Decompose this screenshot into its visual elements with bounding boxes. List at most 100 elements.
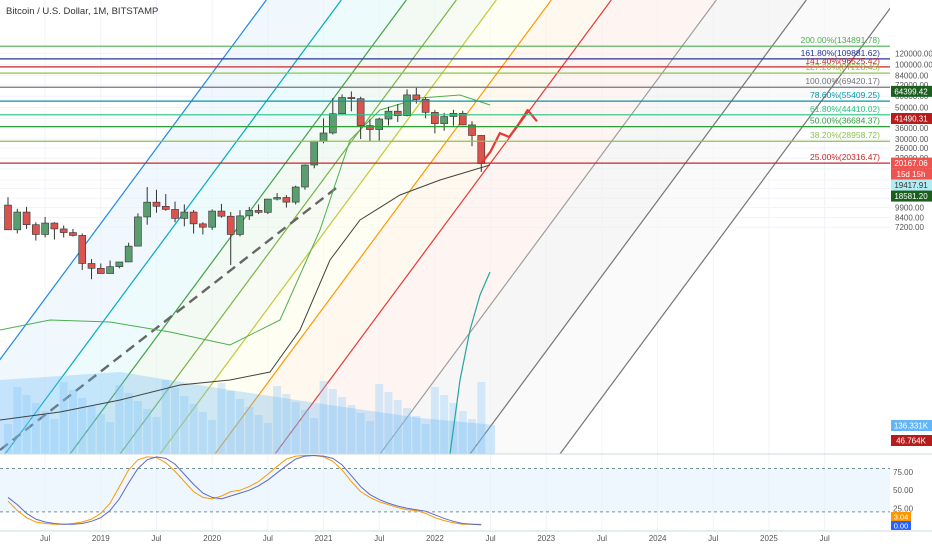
band-lower bbox=[449, 271, 491, 454]
fan-line bbox=[214, 0, 552, 454]
candle[interactable] bbox=[41, 216, 49, 238]
candle[interactable] bbox=[78, 233, 87, 271]
candle-body-down bbox=[254, 210, 263, 213]
price-badge-text: 18581.20 bbox=[894, 192, 928, 201]
volume-bar bbox=[421, 424, 430, 454]
fan-line bbox=[159, 0, 497, 454]
volume-bar bbox=[282, 394, 291, 454]
time-tick-label: Jul bbox=[263, 534, 273, 543]
price-badge bbox=[891, 85, 932, 97]
time-tick-label: 2019 bbox=[92, 534, 110, 543]
candle[interactable] bbox=[50, 222, 59, 240]
candle[interactable] bbox=[366, 119, 374, 142]
candle[interactable] bbox=[468, 121, 476, 147]
candle[interactable] bbox=[189, 210, 198, 234]
fib-label: 50.00%(36684.37) bbox=[810, 116, 880, 126]
candle[interactable] bbox=[161, 194, 170, 211]
time-tick-label: 2025 bbox=[760, 534, 778, 543]
volume-bar bbox=[152, 417, 161, 454]
volume-bar bbox=[133, 401, 142, 454]
candle[interactable] bbox=[69, 228, 77, 237]
volume-bar bbox=[347, 405, 356, 454]
candle[interactable] bbox=[22, 206, 31, 229]
candle[interactable] bbox=[143, 187, 151, 225]
time-axis[interactable]: Jul 2019 Jul 2020 Jul 2021 Jul 2022 Jul 2023 Jul 20… bbox=[0, 530, 932, 543]
price-badge-text: 64399.42 bbox=[894, 87, 928, 96]
candle[interactable] bbox=[310, 140, 319, 169]
time-tick-label: Jul bbox=[820, 534, 830, 543]
fan-band bbox=[120, 0, 497, 454]
oscillator-band bbox=[0, 468, 890, 512]
candle[interactable] bbox=[208, 209, 216, 230]
candle[interactable] bbox=[217, 203, 226, 218]
candle[interactable] bbox=[152, 189, 161, 213]
candle[interactable] bbox=[440, 112, 448, 131]
candle[interactable] bbox=[32, 222, 40, 241]
time-tick-label: Jul bbox=[708, 534, 718, 543]
candle[interactable] bbox=[245, 206, 254, 220]
candle[interactable] bbox=[338, 94, 346, 115]
candle[interactable] bbox=[106, 260, 114, 274]
candle[interactable] bbox=[282, 195, 291, 208]
candle[interactable] bbox=[375, 117, 384, 141]
candle[interactable] bbox=[180, 204, 189, 227]
price-tick-label: 26000.00 bbox=[895, 144, 929, 153]
volume-bar bbox=[403, 408, 412, 454]
fan-band bbox=[275, 0, 717, 454]
candle[interactable] bbox=[226, 212, 235, 266]
band-basis bbox=[0, 164, 491, 421]
candle[interactable] bbox=[199, 222, 207, 235]
candle-body-down bbox=[217, 210, 226, 217]
volume-bar bbox=[365, 421, 374, 454]
price-badge bbox=[891, 168, 932, 180]
candle-body-up bbox=[115, 261, 124, 267]
candle[interactable] bbox=[264, 198, 272, 215]
volume-bar bbox=[96, 414, 105, 454]
candle[interactable] bbox=[115, 261, 124, 269]
volume-bar bbox=[393, 400, 402, 454]
candle[interactable] bbox=[13, 208, 22, 234]
candle[interactable] bbox=[328, 98, 337, 135]
candle[interactable] bbox=[431, 110, 439, 134]
time-tick-label: 2024 bbox=[649, 534, 667, 543]
oscillator-line bbox=[7, 454, 482, 526]
candle-body-down bbox=[431, 112, 439, 124]
fib-label: 127.20%(87228.45) bbox=[805, 62, 880, 72]
volume-bar bbox=[171, 388, 180, 454]
volume-bar bbox=[430, 387, 439, 454]
candle[interactable] bbox=[356, 96, 365, 140]
candle[interactable] bbox=[393, 104, 402, 122]
candle-body-down bbox=[421, 99, 430, 113]
candle[interactable] bbox=[273, 193, 281, 201]
candle-body-up bbox=[180, 211, 189, 219]
candle-body-down bbox=[393, 110, 402, 116]
candle[interactable] bbox=[124, 242, 133, 263]
candle[interactable] bbox=[87, 259, 96, 280]
price-badge bbox=[891, 190, 932, 202]
candle[interactable] bbox=[301, 164, 309, 190]
price-tick-label: 7200.00 bbox=[895, 223, 924, 232]
volume-bar bbox=[319, 381, 328, 454]
candle[interactable] bbox=[254, 204, 263, 215]
oscillator-badge bbox=[891, 521, 911, 530]
candle[interactable] bbox=[59, 225, 68, 238]
candle[interactable] bbox=[171, 201, 179, 223]
volume-area bbox=[0, 372, 495, 454]
candle[interactable] bbox=[97, 263, 105, 274]
fib-label: 141.40%(96525.42) bbox=[805, 56, 880, 66]
time-tick-label: 2020 bbox=[203, 534, 221, 543]
candle-body-down bbox=[59, 228, 68, 233]
candle[interactable] bbox=[134, 213, 142, 247]
volume-bar bbox=[106, 422, 115, 454]
candle-body-down bbox=[189, 211, 198, 225]
candle[interactable] bbox=[458, 110, 467, 126]
candle[interactable] bbox=[236, 210, 244, 237]
candle[interactable] bbox=[291, 185, 300, 205]
candle[interactable] bbox=[4, 197, 12, 231]
price-tick-label: 8400.00 bbox=[895, 214, 924, 223]
time-tick-label: Jul bbox=[374, 534, 384, 543]
candle[interactable] bbox=[403, 89, 411, 117]
